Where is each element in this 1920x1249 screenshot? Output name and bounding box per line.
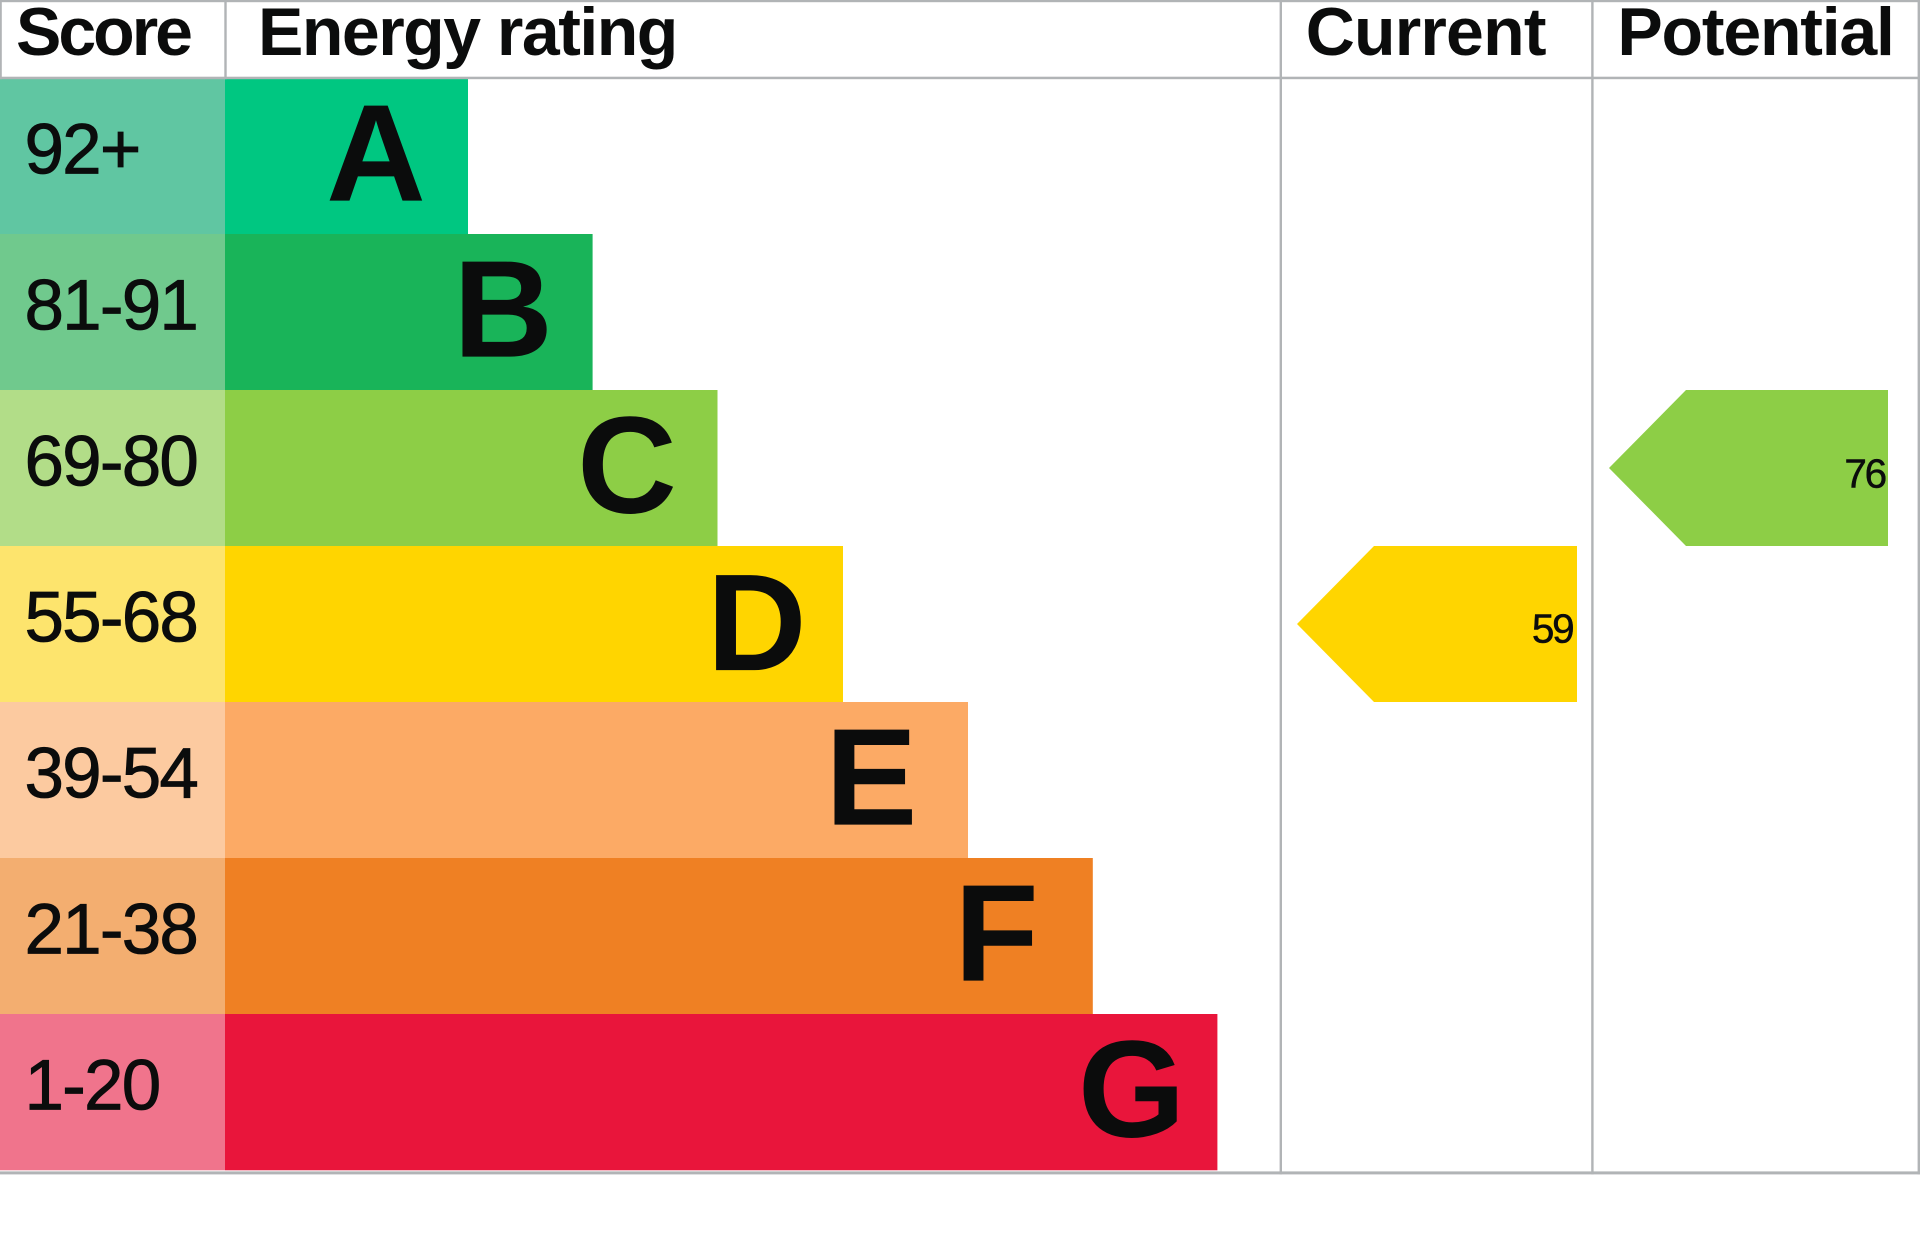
svg-text:Current: Current [1306, 0, 1546, 70]
svg-text:59: 59 [1532, 606, 1573, 652]
svg-text:39-54: 39-54 [25, 734, 198, 813]
svg-text:D: D [707, 546, 807, 700]
svg-text:81-91: 81-91 [25, 266, 198, 345]
svg-text:Energy rating: Energy rating [258, 0, 677, 70]
svg-text:G: G [1078, 1013, 1185, 1167]
svg-text:55-68: 55-68 [25, 578, 198, 657]
svg-text:C: C [577, 389, 677, 543]
svg-text:B: B [453, 233, 553, 387]
svg-text:76: 76 [1844, 451, 1885, 497]
svg-text:Potential: Potential [1617, 0, 1893, 70]
svg-text:21-38: 21-38 [25, 890, 198, 969]
svg-text:A: A [326, 77, 426, 231]
svg-text:92+: 92+ [25, 110, 140, 189]
svg-text:1-20: 1-20 [25, 1046, 160, 1125]
svg-text:Score: Score [16, 0, 191, 70]
svg-text:69-80: 69-80 [25, 422, 198, 501]
svg-text:E: E [825, 701, 917, 855]
svg-text:F: F [954, 857, 1038, 1011]
